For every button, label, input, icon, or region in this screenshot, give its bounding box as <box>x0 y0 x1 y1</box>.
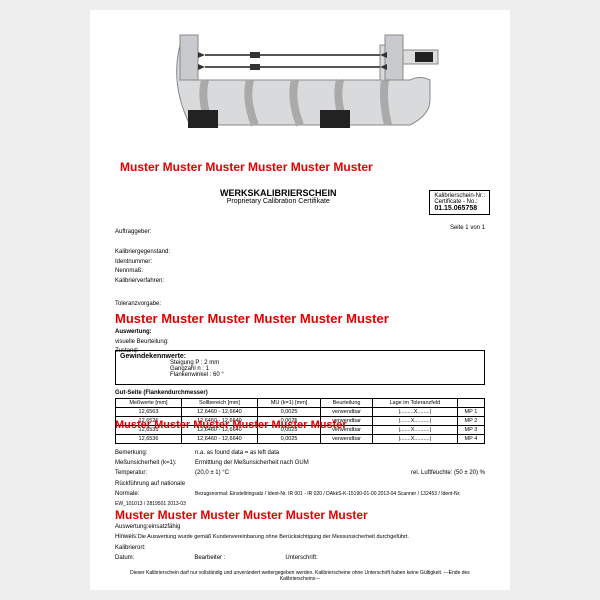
mu-value: Ermittlung der Meßunsicherheit nach GUM <box>195 460 309 466</box>
luft-value: (50 ± 20) % <box>454 470 485 476</box>
page-number: Seite 1 von 1 <box>450 225 485 231</box>
watermark-3: Muster Muster Muster Muster Muster Muste… <box>115 419 347 431</box>
nenn-label: Nennmaß: <box>115 267 170 277</box>
toleranz-label: Toleranzvorgabe: <box>115 300 161 310</box>
table-cell: 12,6460 - 12,6640 <box>182 435 258 444</box>
luft-label: rel. Luftfeuchte: <box>411 470 452 476</box>
table-cell: 12,6460 - 12,6640 <box>182 408 258 417</box>
table-row: 12,653612,6460 - 12,66400,0025verwendbar… <box>116 435 485 444</box>
datum-label: Datum: <box>115 555 134 561</box>
kalibrierort-label: Kalibrierort: <box>115 545 146 551</box>
verfahren-label: Kalibrierverfahren: <box>115 277 170 287</box>
title-en: Proprietary Calibration Certifikate <box>220 198 337 205</box>
watermark-1: Muster Muster Muster Muster Muster Muste… <box>120 160 373 174</box>
gewinde-header: Gewindekennwerte: <box>120 353 480 360</box>
table-cell: 0,0025 <box>257 408 320 417</box>
auftraggeber-label: Auftraggeber: <box>115 228 151 238</box>
table-cell: 12,6563 <box>116 408 182 417</box>
section-5: Auswertung:einsatzfähig Hinweis:Die Ausw… <box>115 522 485 563</box>
gewinde-box: Gewindekennwerte: Steigung P : 2 mm Gang… <box>115 350 485 385</box>
auswertung-header: Auswertung: <box>115 328 169 338</box>
table-cell: 0,0025 <box>257 435 320 444</box>
gewinde-r3: Flankenwinkel : 60 ° <box>170 372 480 378</box>
table-header: Lage im Toleranzfeld <box>372 399 457 408</box>
bemerkung-value: n.a. as found data = as left data <box>195 450 279 456</box>
unterschrift-label: Unterschrift: <box>285 555 317 561</box>
mu-label: Meßunsicherheit (k=1): <box>115 458 195 468</box>
ident-label: Identnummer: <box>115 258 170 268</box>
table-cell: MP 2 <box>457 417 484 426</box>
watermark-4: Muster Muster Muster Muster Muster Muste… <box>115 508 368 522</box>
table-header: Sollbereich [mm] <box>182 399 258 408</box>
cert-number-box: Kalibrierschein-Nr.: Certificate - No.: … <box>429 190 490 215</box>
gut-seite-label: Gut-Seite (Flankendurchmesser) <box>115 390 208 396</box>
table-cell: MP 4 <box>457 435 484 444</box>
table-cell: |.........X........| <box>372 408 457 417</box>
table-row: 12,656312,6460 - 12,66400,0025verwendbar… <box>116 408 485 417</box>
ruck-label: Rückführung auf nationale Normale: <box>115 479 195 499</box>
certno: 01.15.065758 <box>434 205 485 212</box>
table-cell: MP 1 <box>457 408 484 417</box>
table-cell: 12,6536 <box>116 435 182 444</box>
document-card: Muster Muster Muster Muster Muster Muste… <box>90 10 510 590</box>
doc-title: WERKSKALIBRIERSCHEIN Proprietary Calibra… <box>220 188 337 205</box>
table-cell: verwendbar <box>321 435 373 444</box>
temp-value: (20,0 ± 1) °C <box>195 470 229 476</box>
title-de: WERKSKALIBRIERSCHEIN <box>220 188 337 198</box>
table-header: MU (k=1) [mm] <box>257 399 320 408</box>
auswertung2-label: Auswertung: <box>115 524 148 530</box>
table-cell: |.......X..........| <box>372 417 457 426</box>
bemerkung-label: Bemerkung: <box>115 448 195 458</box>
watermark-2: Muster Muster Muster Muster Muster Muste… <box>115 311 389 326</box>
hinweis-label: Hinweis: <box>115 534 138 540</box>
hinweis-value: Die Auswertung wurde gemäß Kundenvereinb… <box>138 534 409 540</box>
table-header: Beurteilung <box>321 399 373 408</box>
group-labels-1: Kalibriergegenstand: Identnummer: Nennma… <box>115 248 170 286</box>
auswertung2-value: einsatzfähig <box>148 524 180 530</box>
visuelle-label: visuelle Beurteilung: <box>115 338 169 348</box>
table-header <box>457 399 484 408</box>
table-header: Meßwerte [mm] <box>116 399 182 408</box>
kaliber-label: Kalibriergegenstand: <box>115 248 170 258</box>
table-cell: |.......X..........| <box>372 435 457 444</box>
section-4: Bemerkung:n.a. as found data = as left d… <box>115 448 485 509</box>
product-image <box>150 25 450 145</box>
fine-print: Dieser Kalibrierschein darf nur vollstän… <box>115 570 485 582</box>
table-cell: MP 3 <box>457 426 484 435</box>
table-cell: verwendbar <box>321 408 373 417</box>
table-cell: |.......X..........| <box>372 426 457 435</box>
temp-label: Temperatur: <box>115 468 195 478</box>
bearbeiter-label: Bearbeiter : <box>194 555 225 561</box>
table-header-row: Meßwerte [mm]Sollbereich [mm]MU (k=1) [m… <box>116 399 485 408</box>
